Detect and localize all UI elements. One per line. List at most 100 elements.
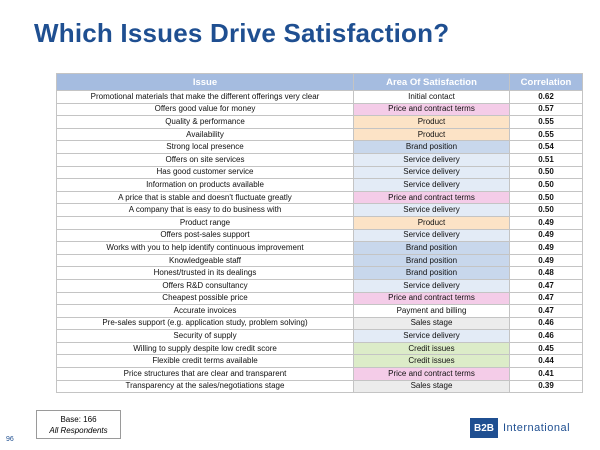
page-title: Which Issues Drive Satisfaction? [34, 18, 450, 48]
area-cell: Brand position [353, 253, 510, 268]
issue-cell: Transparency at the sales/negotiations s… [56, 379, 354, 394]
correlation-cell: 0.46 [509, 316, 583, 331]
table-row: Has good customer service Service deliver… [56, 165, 583, 180]
correlation-cell: 0.49 [509, 228, 583, 243]
correlation-cell: 0.49 [509, 253, 583, 268]
table-row: Strong local presence Brand position 0.54 [56, 140, 583, 154]
correlation-cell: 0.45 [509, 341, 583, 356]
correlation-cell: 0.57 [509, 102, 583, 117]
correlation-cell: 0.55 [509, 127, 583, 142]
correlation-cell: 0.47 [509, 291, 583, 306]
correlation-cell: 0.46 [509, 329, 583, 343]
area-cell: Initial contact [353, 90, 510, 104]
table-row: Availability Product 0.55 [56, 127, 583, 142]
page-number: 96 [6, 436, 14, 443]
area-cell: Service delivery [353, 178, 510, 192]
area-cell: Product [353, 115, 510, 129]
correlation-cell: 0.51 [509, 152, 583, 167]
correlation-cell: 0.47 [509, 278, 583, 293]
company-logo: B2B International [470, 418, 570, 438]
table-body: Promotional materials that make the diff… [56, 90, 583, 394]
issue-cell: Promotional materials that make the diff… [56, 90, 354, 104]
base-label: Base: [60, 415, 81, 424]
area-cell: Price and contract terms [353, 190, 510, 205]
issue-cell: Price structures that are clear and tran… [56, 367, 354, 381]
area-cell: Service delivery [353, 152, 510, 167]
area-cell: Product [353, 215, 510, 230]
correlation-cell: 0.54 [509, 140, 583, 154]
area-cell: Price and contract terms [353, 367, 510, 381]
correlation-cell: 0.39 [509, 379, 583, 394]
correlation-cell: 0.41 [509, 367, 583, 381]
correlation-cell: 0.50 [509, 203, 583, 217]
logo-text: International [503, 422, 571, 434]
table-row: Accurate invoices Payment and billing 0.47 [56, 304, 583, 318]
correlation-cell: 0.49 [509, 215, 583, 230]
issue-cell: Availability [56, 127, 354, 142]
table-row: Offers on site services Service delivery 0… [56, 152, 583, 167]
correlation-cell: 0.50 [509, 165, 583, 180]
base-box: Base: 166 All Respondents [36, 410, 121, 439]
issue-cell: Pre-sales support (e.g. application stud… [56, 316, 354, 331]
table-row: Transparency at the sales/negotiations s… [56, 379, 583, 394]
correlation-cell: 0.55 [509, 115, 583, 129]
issue-cell: Honest/trusted in its dealings [56, 266, 354, 280]
correlation-cell: 0.48 [509, 266, 583, 280]
area-cell: Payment and billing [353, 304, 510, 318]
area-cell: Sales stage [353, 316, 510, 331]
area-cell: Service delivery [353, 329, 510, 343]
issue-cell: Product range [56, 215, 354, 230]
header-correlation: Correlation [509, 73, 583, 91]
issue-cell: Flexible credit terms available [56, 354, 354, 369]
table-row: Willing to supply despite low credit sco… [56, 341, 583, 356]
issue-cell: Information on products available [56, 178, 354, 192]
table-row: Security of supply Service delivery 0.46 [56, 329, 583, 343]
issue-cell: Security of supply [56, 329, 354, 343]
correlation-cell: 0.49 [509, 241, 583, 255]
table-row: Offers good value for money Price and con… [56, 102, 583, 117]
table-row: Information on products available Service… [56, 178, 583, 192]
header-issue: Issue [56, 73, 354, 91]
issue-cell: Offers R&D consultancy [56, 278, 354, 293]
table-row: Flexible credit terms available Credit is… [56, 354, 583, 369]
area-cell: Credit issues [353, 341, 510, 356]
logo-mark: B2B [470, 418, 498, 438]
issue-cell: Offers on site services [56, 152, 354, 167]
header-area: Area Of Satisfaction [353, 73, 510, 91]
table-row: Offers post-sales support Service deliver… [56, 228, 583, 243]
table-row: Quality & performance Product 0.55 [56, 115, 583, 129]
area-cell: Service delivery [353, 278, 510, 293]
issue-cell: Accurate invoices [56, 304, 354, 318]
issue-cell: Knowledgeable staff [56, 253, 354, 268]
table-row: Knowledgeable staff Brand position 0.49 [56, 253, 583, 268]
table-row: Product range Product 0.49 [56, 215, 583, 230]
correlation-cell: 0.50 [509, 190, 583, 205]
area-cell: Service delivery [353, 165, 510, 180]
issues-table: Issue Area Of Satisfaction Correlation P… [56, 73, 583, 394]
base-respondents: All Respondents [49, 426, 108, 435]
table-row: Price structures that are clear and tran… [56, 367, 583, 381]
area-cell: Product [353, 127, 510, 142]
issue-cell: Willing to supply despite low credit sco… [56, 341, 354, 356]
table-row: Promotional materials that make the diff… [56, 90, 583, 104]
table-row: A price that is stable and doesn't fluct… [56, 190, 583, 205]
issue-cell: Offers good value for money [56, 102, 354, 117]
area-cell: Credit issues [353, 354, 510, 369]
area-cell: Service delivery [353, 203, 510, 217]
issue-cell: Has good customer service [56, 165, 354, 180]
correlation-cell: 0.50 [509, 178, 583, 192]
area-cell: Brand position [353, 241, 510, 255]
issue-cell: A company that is easy to do business wi… [56, 203, 354, 217]
base-value: 166 [83, 415, 97, 424]
table-row: Works with you to help identify continuo… [56, 241, 583, 255]
issue-cell: Strong local presence [56, 140, 354, 154]
area-cell: Service delivery [353, 228, 510, 243]
issue-cell: Quality & performance [56, 115, 354, 129]
area-cell: Price and contract terms [353, 102, 510, 117]
table-row: Offers R&D consultancy Service delivery 0.… [56, 278, 583, 293]
correlation-cell: 0.62 [509, 90, 583, 104]
table-row: A company that is easy to do business wi… [56, 203, 583, 217]
issue-cell: Offers post-sales support [56, 228, 354, 243]
table-row: Honest/trusted in its dealings Brand posi… [56, 266, 583, 280]
table-row: Pre-sales support (e.g. application stud… [56, 316, 583, 331]
